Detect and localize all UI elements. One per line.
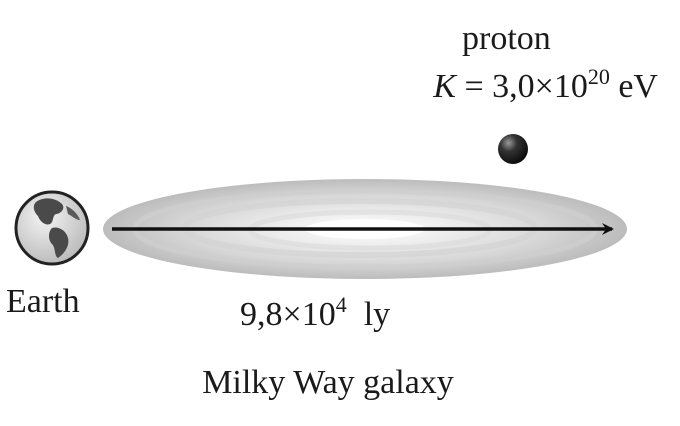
distance-times: × bbox=[282, 296, 302, 333]
galaxy-label: Milky Way galaxy bbox=[202, 364, 454, 401]
energy-symbol: K bbox=[433, 68, 456, 105]
proton-ball bbox=[498, 134, 528, 164]
distance-label: 9,8×104 ly bbox=[240, 294, 391, 333]
energy-label: K = 3,0×1020 eV bbox=[433, 66, 658, 105]
distance-unit: ly bbox=[363, 296, 391, 333]
energy-times: × bbox=[534, 68, 554, 105]
distance-exponent: 4 bbox=[335, 292, 347, 317]
proton-label: proton bbox=[462, 20, 551, 57]
energy-base: 10 bbox=[553, 68, 588, 105]
energy-exponent: 20 bbox=[587, 64, 610, 89]
energy-mantissa: 3,0 bbox=[492, 68, 535, 105]
earth-label: Earth bbox=[6, 283, 80, 320]
distance-mantissa: 9,8 bbox=[240, 296, 283, 333]
distance-base: 10 bbox=[301, 296, 336, 333]
energy-unit: eV bbox=[618, 68, 658, 105]
energy-equals: = bbox=[464, 68, 484, 105]
earth-icon bbox=[14, 190, 90, 266]
